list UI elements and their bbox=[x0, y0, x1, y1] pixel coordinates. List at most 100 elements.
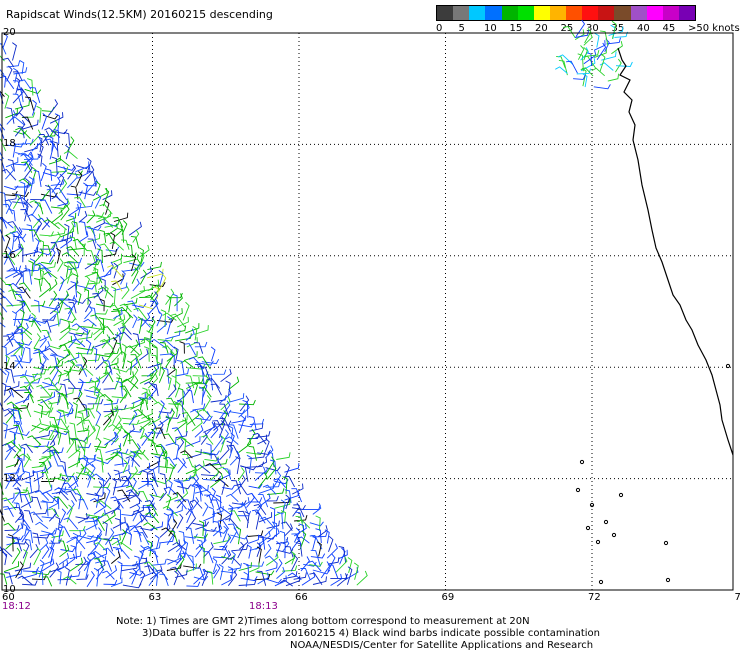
wind-barb bbox=[581, 68, 593, 76]
wind-barb bbox=[185, 534, 198, 538]
note-line-3: NOAA/NESDIS/Center for Satellite Applica… bbox=[290, 640, 593, 652]
wind-barb bbox=[40, 231, 54, 236]
wind-barb bbox=[88, 171, 96, 187]
wind-barb bbox=[45, 185, 50, 201]
wind-barb bbox=[115, 465, 129, 475]
longitude-label: 75 bbox=[735, 592, 740, 603]
island bbox=[604, 520, 607, 523]
wind-barb bbox=[63, 577, 76, 584]
wind-barb bbox=[16, 468, 25, 480]
wind-barb bbox=[594, 84, 611, 88]
wind-barb bbox=[80, 222, 87, 236]
wind-barb bbox=[203, 542, 213, 557]
wind-barb bbox=[161, 310, 166, 327]
wind-barb bbox=[612, 21, 616, 39]
wind-barb bbox=[12, 311, 16, 326]
wind-barb bbox=[79, 211, 87, 222]
wind-barb bbox=[141, 267, 152, 279]
wind-barb bbox=[57, 570, 62, 584]
wind-barb bbox=[64, 132, 70, 145]
wind-barb bbox=[90, 315, 104, 327]
wind-barb bbox=[186, 436, 200, 446]
wind-barb bbox=[558, 55, 573, 65]
wind-barb bbox=[44, 272, 57, 279]
wind-barb bbox=[281, 542, 286, 558]
wind-barb bbox=[609, 26, 623, 35]
island bbox=[612, 533, 615, 536]
wind-barb bbox=[67, 173, 77, 188]
wind-barb bbox=[123, 264, 139, 271]
wind-barb bbox=[566, 61, 577, 73]
latitude-label: 16 bbox=[3, 250, 16, 261]
wind-barb bbox=[175, 418, 187, 432]
wind-barb bbox=[34, 441, 49, 446]
wind-barb bbox=[313, 576, 327, 584]
wind-barb bbox=[199, 387, 211, 397]
wind-barb bbox=[91, 551, 104, 558]
wind-barb bbox=[115, 225, 123, 236]
wind-barb bbox=[104, 399, 119, 405]
wind-barb bbox=[21, 406, 31, 418]
wind-barb bbox=[96, 411, 101, 426]
wind-barb bbox=[195, 465, 210, 473]
wind-barb bbox=[160, 474, 167, 488]
wind-barb bbox=[9, 209, 15, 221]
islands bbox=[576, 364, 729, 583]
wind-barb bbox=[103, 366, 112, 383]
coastline bbox=[618, 48, 733, 455]
wind-barb bbox=[86, 251, 95, 264]
wind-barb bbox=[203, 411, 209, 424]
wind-barb bbox=[115, 518, 121, 530]
wind-barb bbox=[61, 322, 70, 333]
wind-barb bbox=[155, 535, 159, 549]
wind-barb bbox=[316, 529, 322, 543]
wind-barb bbox=[55, 158, 69, 166]
wind-barb bbox=[15, 394, 28, 404]
wind-barb bbox=[70, 423, 77, 438]
wind-barb bbox=[81, 369, 93, 376]
wind-barb bbox=[266, 563, 278, 571]
wind-barb bbox=[337, 573, 347, 586]
wind-barb bbox=[78, 443, 91, 448]
wind-barb bbox=[563, 27, 575, 38]
wind-barb bbox=[68, 137, 74, 151]
wind-barb bbox=[34, 238, 40, 256]
wind-barb bbox=[112, 501, 120, 514]
wind-barb bbox=[57, 370, 61, 384]
wind-barb bbox=[90, 307, 97, 319]
wind-barb bbox=[39, 560, 44, 577]
wind-barb bbox=[99, 230, 105, 243]
island bbox=[726, 364, 729, 367]
wind-barb bbox=[7, 66, 12, 82]
wind-barb bbox=[94, 568, 99, 586]
wind-barb bbox=[34, 334, 40, 349]
wind-barb bbox=[38, 404, 42, 418]
wind-barb bbox=[285, 553, 295, 564]
wind-barb bbox=[33, 533, 40, 545]
wind-barb bbox=[96, 565, 103, 579]
wind-barb bbox=[228, 558, 240, 566]
wind-barb bbox=[34, 279, 41, 292]
wind-barb bbox=[167, 296, 171, 313]
wind-barb bbox=[228, 524, 239, 535]
wind-barb bbox=[0, 274, 6, 284]
wind-barb bbox=[31, 418, 41, 431]
wind-barb bbox=[29, 230, 40, 242]
wind-barb bbox=[292, 535, 299, 549]
wind-barb bbox=[148, 543, 160, 551]
wind-barb bbox=[175, 369, 188, 376]
coastline-path bbox=[618, 48, 733, 455]
wind-barb bbox=[595, 33, 599, 47]
wind-barb bbox=[357, 571, 367, 585]
wind-barb bbox=[277, 567, 285, 579]
wind-barb bbox=[64, 265, 68, 278]
wind-barb bbox=[35, 264, 41, 278]
wind-barb bbox=[219, 546, 229, 556]
wind-barb bbox=[177, 485, 191, 489]
wind-barb bbox=[10, 232, 14, 249]
wind-barb bbox=[24, 204, 28, 222]
wind-barb bbox=[57, 411, 61, 426]
island bbox=[576, 488, 579, 491]
wind-barb bbox=[40, 335, 46, 347]
wind-barb bbox=[175, 333, 191, 341]
